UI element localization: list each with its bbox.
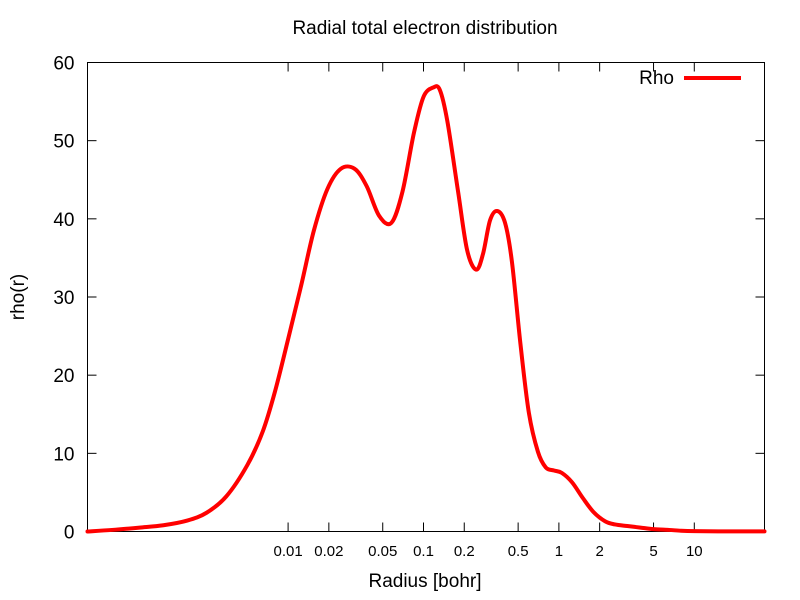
y-tick-label: 20 (53, 366, 74, 387)
legend-label-rho: Rho (639, 68, 674, 89)
x-tick-label: 0.02 (314, 543, 343, 560)
y-tick-label: 60 (53, 54, 74, 75)
series-line-rho (85, 84, 767, 534)
plot-area-border (87, 62, 765, 532)
y-axis: 0 10 20 30 40 50 60 (53, 54, 765, 544)
chart-title: Radial total electron distribution (292, 18, 557, 39)
y-tick-label: 40 (53, 210, 74, 231)
y-tick-label: 50 (53, 132, 74, 153)
x-tick-label: 1 (555, 543, 563, 560)
x-tick-label: 0.2 (454, 543, 475, 560)
x-axis: 0.01 0.02 0.05 0.1 0.2 0.5 1 2 5 10 (273, 62, 703, 560)
x-tick-label: 0.01 (273, 543, 302, 560)
y-tick-label: 0 (64, 523, 75, 544)
x-tick-label: 2 (595, 543, 603, 560)
x-tick-label: 0.1 (413, 543, 434, 560)
x-tick-label: 10 (686, 543, 703, 560)
x-tick-label: 5 (649, 543, 657, 560)
x-tick-label: 0.05 (368, 543, 397, 560)
x-axis-label: Radius [bohr] (368, 571, 481, 592)
y-tick-label: 10 (53, 444, 74, 465)
x-tick-label: 0.5 (508, 543, 529, 560)
y-axis-label: rho(r) (8, 274, 29, 320)
series-layer (85, 84, 767, 534)
y-tick-label: 30 (53, 288, 74, 309)
legend: Rho (639, 68, 741, 89)
